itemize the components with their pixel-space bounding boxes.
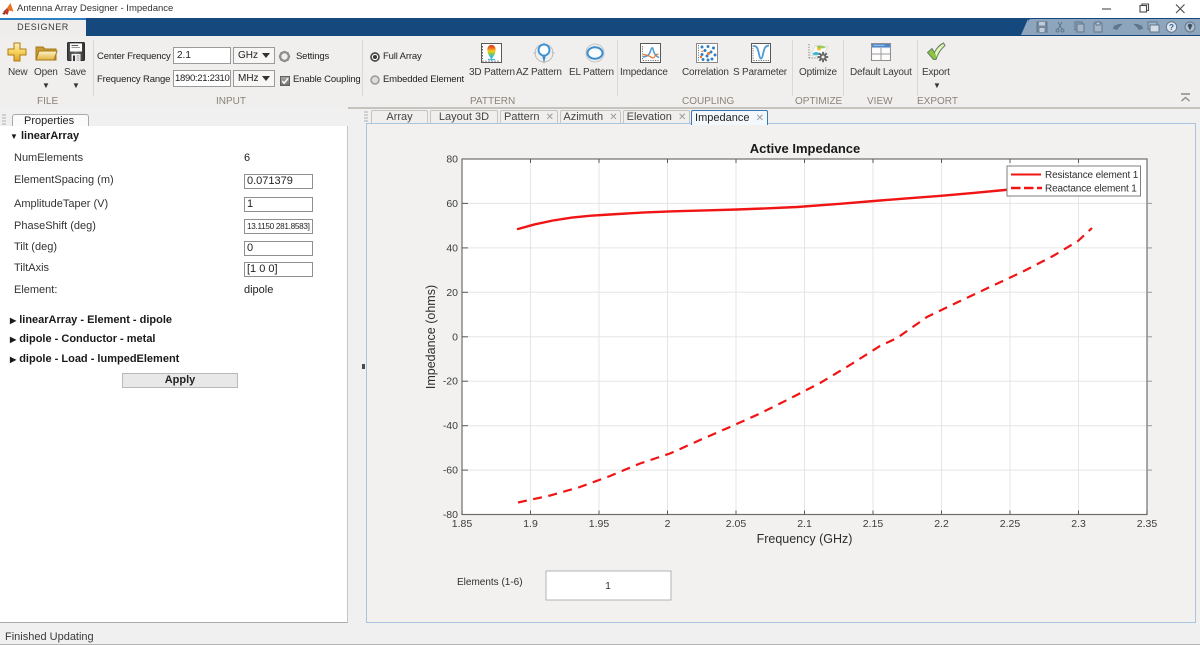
svg-text:60: 60 (446, 198, 458, 210)
svg-text:Reactance element 1: Reactance element 1 (1045, 184, 1137, 195)
svg-text:1.85: 1.85 (452, 518, 473, 530)
svg-text:?: ? (1169, 22, 1174, 32)
svg-text:20: 20 (446, 287, 458, 299)
svg-text:1: 1 (605, 581, 611, 592)
svg-text:Impedance (ohms): Impedance (ohms) (424, 285, 438, 389)
svg-text:-40: -40 (443, 420, 458, 432)
svg-text:Active Impedance: Active Impedance (750, 141, 861, 156)
svg-text:0: 0 (452, 331, 458, 343)
svg-text:2.25: 2.25 (1000, 518, 1021, 530)
svg-text:2.05: 2.05 (726, 518, 747, 530)
svg-text:Elements (1-6): Elements (1-6) (457, 577, 523, 588)
svg-text:1.9: 1.9 (523, 518, 538, 530)
svg-text:2.1: 2.1 (797, 518, 812, 530)
svg-text:2.3: 2.3 (1071, 518, 1086, 530)
svg-text:80: 80 (446, 154, 458, 166)
svg-text:2.2: 2.2 (934, 518, 949, 530)
svg-text:1.95: 1.95 (589, 518, 610, 530)
svg-text:2.15: 2.15 (863, 518, 884, 530)
svg-text:2: 2 (665, 518, 671, 530)
svg-text:40: 40 (446, 242, 458, 254)
svg-text:Frequency (GHz): Frequency (GHz) (757, 532, 853, 546)
svg-text:2.35: 2.35 (1137, 518, 1158, 530)
svg-text:-60: -60 (443, 465, 458, 477)
svg-text:-80: -80 (443, 509, 458, 521)
svg-text:Resistance element 1: Resistance element 1 (1045, 170, 1139, 181)
svg-text:-20: -20 (443, 376, 458, 388)
